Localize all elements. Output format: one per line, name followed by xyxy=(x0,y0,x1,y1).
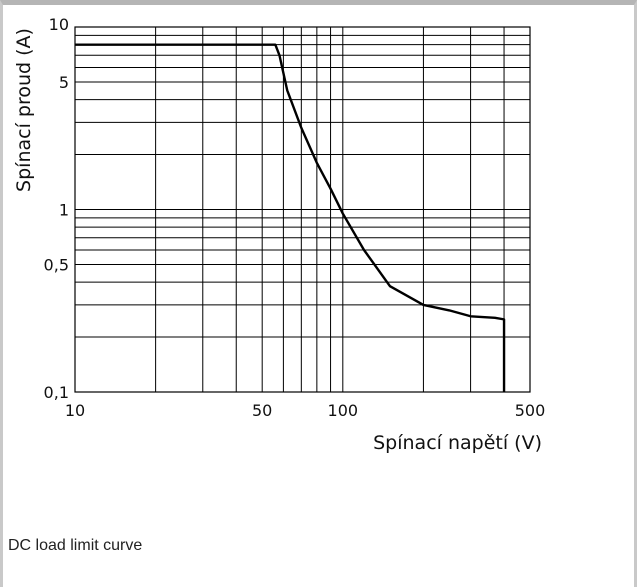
x-tick-label: 100 xyxy=(328,401,359,420)
y-tick-labels: 0,1 0,5 1 5 10 xyxy=(44,15,69,402)
y-tick-label: 1 xyxy=(59,201,69,220)
y-tick-label: 0,1 xyxy=(44,383,69,402)
grid xyxy=(74,26,531,393)
y-tick-label: 5 xyxy=(59,73,69,92)
x-tick-label: 10 xyxy=(65,401,85,420)
x-tick-label: 50 xyxy=(252,401,272,420)
load-limit-chart: 10 50 100 500 0,1 0,5 1 5 10 Spínací napětí (V)… xyxy=(13,15,545,454)
series-line xyxy=(75,43,506,392)
y-tick-label: 10 xyxy=(49,15,69,34)
chart-caption: DC load limit curve xyxy=(8,537,143,554)
y-axis-label: Spínací proud (A) xyxy=(13,28,35,192)
plot-area-border xyxy=(74,26,531,393)
y-tick-label: 0,5 xyxy=(44,255,69,274)
plot-border xyxy=(74,26,531,393)
x-tick-labels: 10 50 100 500 xyxy=(65,401,545,420)
x-tick-label: 500 xyxy=(515,401,546,420)
x-axis-label: Spínací napětí (V) xyxy=(373,432,542,454)
